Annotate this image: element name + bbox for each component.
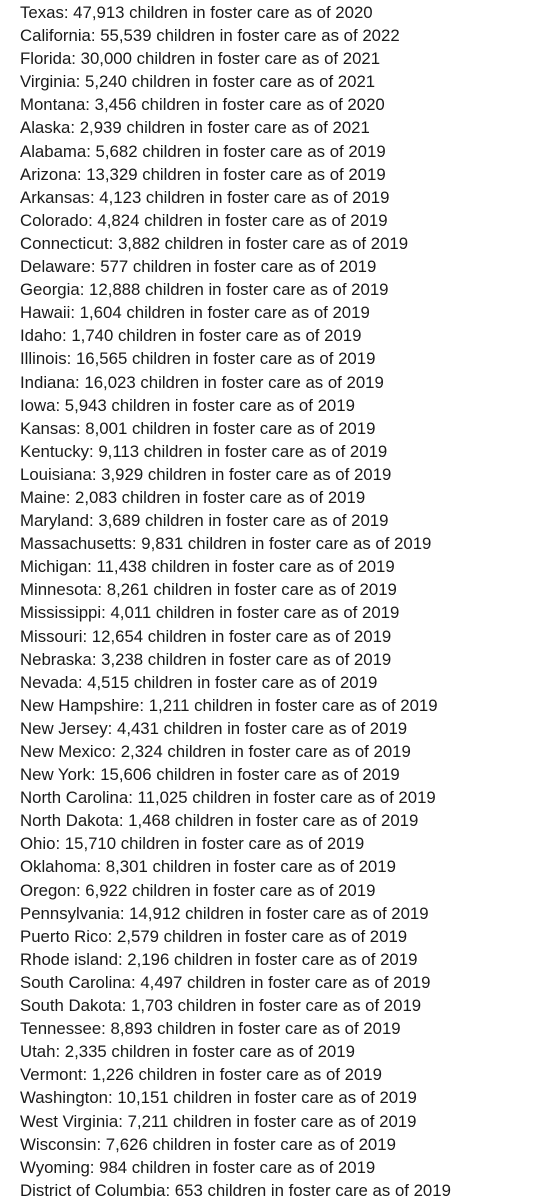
- list-item: Minnesota: 8,261 children in foster care…: [20, 580, 397, 600]
- list-item: Louisiana: 3,929 children in foster care…: [20, 464, 392, 484]
- list-item: Alabama: 5,682 children in foster care a…: [20, 141, 386, 161]
- list-item: North Dakota: 1,468 children in foster c…: [20, 811, 419, 831]
- list-item: Delaware: 577 children in foster care as…: [20, 257, 377, 277]
- list-item: District of Columbia: 653 children in fo…: [20, 1180, 451, 1200]
- list-item: West Virginia: 7,211 children in foster …: [20, 1111, 417, 1131]
- list-item: Florida: 30,000 children in foster care …: [20, 49, 381, 69]
- list-item: Connecticut: 3,882 children in foster ca…: [20, 233, 409, 253]
- foster-care-list: Texas: 47,913 children in foster care as…: [20, 1, 532, 1202]
- list-item: Wyoming: 984 children in foster care as …: [20, 1157, 376, 1177]
- list-item: South Carolina: 4,497 children in foster…: [20, 972, 431, 992]
- list-item: Pennsylvania: 14,912 children in foster …: [20, 903, 429, 923]
- list-item: Michigan: 11,438 children in foster care…: [20, 557, 395, 577]
- list-item: New Mexico: 2,324 children in foster car…: [20, 742, 411, 761]
- list-item: New Jersey: 4,431 children in foster car…: [20, 718, 408, 738]
- list-item: Oregon: 6,922 children in foster care as…: [20, 880, 376, 900]
- list-item: Ohio: 15,710 children in foster care as …: [20, 834, 365, 854]
- list-item: Vermont: 1,226 children in foster care a…: [20, 1065, 382, 1085]
- list-item: New York: 15,606 children in foster care…: [20, 765, 400, 785]
- list-item: Massachusetts: 9,831 children in foster …: [20, 534, 432, 554]
- list-item: Puerto Rico: 2,579 children in foster ca…: [20, 926, 408, 946]
- list-item: Arizona: 13,329 children in foster care …: [20, 164, 386, 184]
- list-item: Arkansas: 4,123 children in foster care …: [20, 187, 390, 207]
- list-item: Georgia: 12,888 children in foster care …: [20, 280, 389, 300]
- list-item: Montana: 3,456 children in foster care a…: [20, 95, 385, 115]
- list-item: Washington: 10,151 children in foster ca…: [20, 1088, 417, 1108]
- list-item: Iowa: 5,943 children in foster care as o…: [20, 395, 355, 415]
- list-item: Oklahoma: 8,301 children in foster care …: [20, 857, 396, 877]
- list-item: Nevada: 4,515 children in foster care as…: [20, 672, 378, 692]
- list-item: California: 55,539 children in foster ca…: [20, 26, 400, 46]
- list-item: Alaska: 2,939 children in foster care as…: [20, 118, 370, 138]
- list-item: Wisconsin: 7,626 children in foster care…: [20, 1134, 396, 1154]
- list-item: Tennessee: 8,893 children in foster care…: [20, 1019, 401, 1039]
- list-item: Texas: 47,913 children in foster care as…: [20, 3, 373, 22]
- list-item: Mississippi: 4,011 children in foster ca…: [20, 603, 400, 623]
- list-item: Indiana: 16,023 children in foster care …: [20, 372, 384, 392]
- list-item: Missouri: 12,654 children in foster care…: [20, 626, 392, 646]
- list-item: Colorado: 4,824 children in foster care …: [20, 210, 388, 230]
- list-item: Kansas: 8,001 children in foster care as…: [20, 418, 376, 438]
- list-item: South Dakota: 1,703 children in foster c…: [20, 996, 422, 1016]
- list-item: Virginia: 5,240 children in foster care …: [20, 72, 376, 92]
- list-item: Nebraska: 3,238 children in foster care …: [20, 649, 392, 669]
- list-item: Kentucky: 9,113 children in foster care …: [20, 441, 388, 461]
- list-item: New Hampshire: 1,211 children in foster …: [20, 695, 438, 715]
- list-item: North Carolina: 11,025 children in foste…: [20, 788, 436, 808]
- list-item: Illinois: 16,565 children in foster care…: [20, 349, 376, 369]
- list-item: Idaho: 1,740 children in foster care as …: [20, 326, 362, 346]
- list-item: Hawaii: 1,604 children in foster care as…: [20, 303, 370, 323]
- list-item: Utah: 2,335 children in foster care as o…: [20, 1042, 355, 1062]
- list-item: Maine: 2,083 children in foster care as …: [20, 487, 366, 507]
- list-item: Maryland: 3,689 children in foster care …: [20, 511, 389, 531]
- list-item: Rhode island: 2,196 children in foster c…: [20, 949, 418, 969]
